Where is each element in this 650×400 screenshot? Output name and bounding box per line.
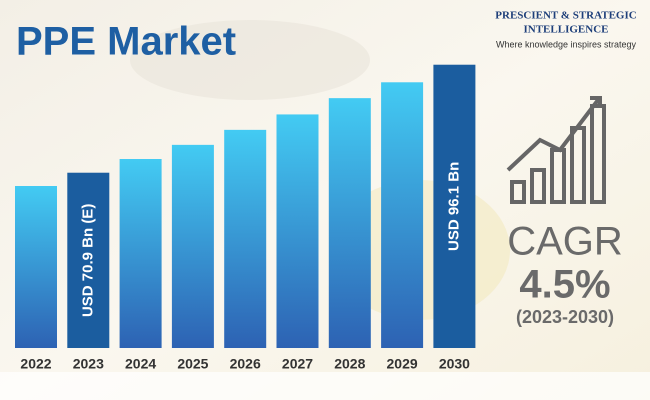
- x-tick-label: 2023: [73, 356, 104, 372]
- cagr-period: (2023-2030): [516, 307, 614, 327]
- logo-tagline: Where knowledge inspires strategy: [496, 39, 637, 49]
- logo-line: PRESCIENT & STRATEGIC: [495, 10, 636, 22]
- bar: [328, 98, 371, 349]
- bar: [119, 159, 162, 348]
- bar: [67, 172, 110, 348]
- bar: [224, 129, 267, 348]
- bar: [171, 144, 214, 348]
- chart-title: PPE Market: [16, 20, 236, 64]
- footer-band: [0, 372, 650, 400]
- x-tick-label: 2028: [334, 356, 365, 372]
- cagr-label: CAGR: [507, 220, 623, 264]
- x-tick-label: 2026: [230, 356, 261, 372]
- value-label: USD 70.9 Bn (E): [79, 204, 96, 317]
- x-tick-label: 2024: [125, 356, 156, 372]
- bar: [381, 82, 424, 349]
- logo-line: INTELLIGENCE: [524, 24, 609, 36]
- x-tick-label: 2025: [177, 356, 208, 372]
- x-tick-label: 2027: [282, 356, 313, 372]
- x-tick-label: 2022: [20, 356, 51, 372]
- x-tick-label: 2029: [387, 356, 418, 372]
- growth-icon: [506, 96, 606, 204]
- bar: [433, 64, 476, 348]
- cagr-value: 4.5%: [519, 263, 610, 307]
- x-tick-label: 2030: [439, 356, 470, 372]
- value-label: USD 96.1 Bn: [445, 162, 462, 251]
- bar: [15, 186, 57, 348]
- photo-shape: [130, 20, 370, 100]
- bar: [276, 114, 319, 348]
